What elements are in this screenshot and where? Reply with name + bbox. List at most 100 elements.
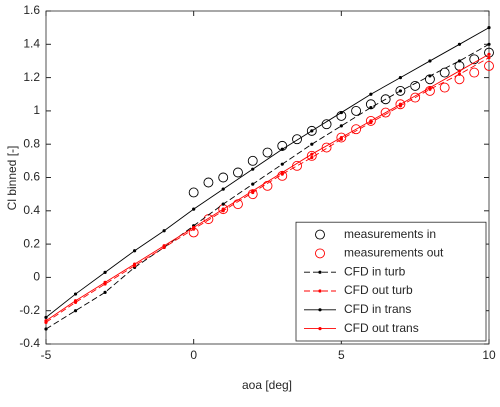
data-point bbox=[380, 107, 391, 118]
data-point bbox=[221, 207, 225, 211]
legend-marker bbox=[315, 248, 325, 259]
y-tick-label: 1.4 bbox=[23, 36, 40, 50]
data-point bbox=[457, 59, 462, 63]
data-point bbox=[192, 207, 196, 211]
legend-marker bbox=[318, 327, 322, 331]
data-point bbox=[457, 42, 462, 46]
series-line bbox=[45, 53, 490, 322]
data-point bbox=[310, 152, 314, 156]
data-point bbox=[306, 150, 317, 161]
data-point bbox=[192, 225, 196, 230]
data-point bbox=[398, 89, 402, 93]
legend-marker bbox=[318, 270, 322, 274]
data-point bbox=[484, 60, 494, 71]
legend-marker bbox=[318, 289, 322, 293]
data-point bbox=[44, 319, 48, 323]
data-point bbox=[439, 82, 450, 93]
data-point bbox=[262, 147, 273, 158]
data-point bbox=[410, 92, 421, 103]
data-point bbox=[73, 292, 78, 296]
data-point bbox=[428, 74, 432, 78]
series-line bbox=[45, 43, 490, 330]
data-point bbox=[310, 142, 314, 146]
data-point bbox=[457, 72, 462, 76]
legend-label: CFD in trans bbox=[344, 302, 411, 316]
data-point bbox=[321, 142, 332, 153]
data-point bbox=[310, 129, 314, 133]
y-tick-label: 0.2 bbox=[23, 236, 40, 250]
data-point bbox=[221, 202, 225, 206]
data-point bbox=[395, 85, 406, 96]
legend-marker bbox=[318, 308, 322, 312]
legend-marker bbox=[315, 229, 325, 240]
y-tick-label: 0 bbox=[33, 270, 40, 284]
y-axis-label: Cl binned [-] bbox=[5, 146, 19, 211]
data-point bbox=[339, 110, 343, 115]
y-tick-label: 1.2 bbox=[23, 70, 40, 84]
data-point bbox=[428, 59, 432, 63]
data-point bbox=[395, 99, 406, 110]
data-point bbox=[369, 105, 373, 110]
data-point bbox=[218, 172, 229, 183]
data-point bbox=[103, 290, 107, 294]
x-tick-label: 5 bbox=[338, 348, 345, 362]
data-point bbox=[247, 155, 258, 166]
data-point bbox=[487, 52, 491, 56]
data-point bbox=[336, 132, 347, 143]
x-tick-label: -5 bbox=[41, 348, 52, 362]
data-point bbox=[280, 147, 284, 151]
y-tick-label: -0.2 bbox=[19, 303, 40, 317]
y-tick-label: 0.8 bbox=[23, 136, 40, 150]
legend: measurements in measurements out CFD in tu… bbox=[295, 221, 487, 342]
x-tick-label: 0 bbox=[190, 348, 197, 362]
legend-label: CFD in turb bbox=[344, 264, 406, 278]
data-point bbox=[398, 102, 402, 106]
legend-label: measurements in bbox=[344, 227, 436, 241]
y-tick-label: 1.6 bbox=[23, 3, 40, 17]
data-point bbox=[369, 92, 373, 96]
legend-label: CFD out trans bbox=[344, 321, 419, 335]
y-tick-label: 1 bbox=[33, 103, 40, 117]
data-point bbox=[428, 85, 432, 90]
data-point bbox=[310, 155, 314, 160]
data-point bbox=[73, 309, 78, 313]
data-point bbox=[339, 124, 343, 128]
data-point bbox=[133, 249, 137, 253]
x-tick-label: 10 bbox=[482, 348, 496, 362]
data-point bbox=[410, 80, 421, 91]
series-line bbox=[45, 57, 490, 323]
y-tick-label: -0.4 bbox=[19, 336, 40, 350]
data-point bbox=[162, 229, 166, 233]
x-axis-label: aoa [deg] bbox=[242, 378, 292, 392]
data-point bbox=[280, 162, 284, 166]
data-point bbox=[487, 26, 491, 30]
series-line bbox=[45, 27, 490, 318]
y-tick-label: 0.4 bbox=[23, 203, 40, 217]
data-point bbox=[203, 177, 214, 188]
data-point bbox=[221, 187, 225, 191]
data-point bbox=[162, 244, 166, 248]
y-tick-label: 0.6 bbox=[23, 170, 40, 184]
legend-label: CFD out turb bbox=[344, 283, 413, 297]
data-point bbox=[251, 167, 255, 171]
data-point bbox=[292, 134, 302, 145]
data-point bbox=[365, 115, 376, 126]
data-point bbox=[73, 299, 78, 303]
data-point bbox=[369, 119, 373, 123]
data-point bbox=[188, 187, 199, 198]
data-point bbox=[280, 170, 284, 175]
data-point bbox=[306, 125, 317, 136]
legend-label: measurements out bbox=[344, 246, 444, 260]
data-point bbox=[457, 69, 462, 73]
data-point bbox=[380, 94, 391, 105]
data-point bbox=[251, 182, 255, 186]
legend-box bbox=[295, 221, 487, 342]
data-point bbox=[251, 189, 255, 193]
data-point bbox=[44, 315, 48, 319]
data-point bbox=[103, 280, 107, 284]
data-point bbox=[469, 54, 480, 65]
data-point bbox=[351, 105, 362, 116]
data-point bbox=[487, 56, 491, 60]
data-point bbox=[469, 67, 480, 78]
